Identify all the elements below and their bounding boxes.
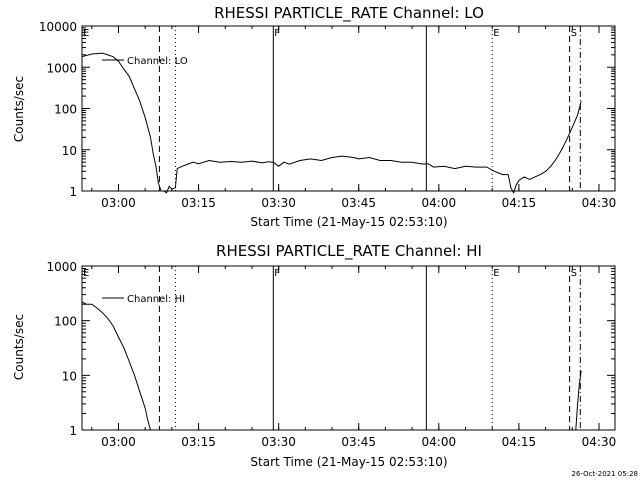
hi-legend: Channel: HI	[102, 294, 185, 305]
hi-y-tick-label: 1000	[46, 260, 77, 274]
hi-series-line-2	[575, 370, 582, 431]
lo-marker-label: F	[274, 28, 280, 39]
lo-x-tick-label: 03:00	[101, 196, 136, 210]
lo-y-tick-label: 10000	[39, 20, 77, 34]
hi-x-tick-label: 03:45	[341, 435, 376, 449]
hi-x-tick-label: 03:30	[261, 435, 296, 449]
lo-x-axis-label: Start Time (21-May-15 02:53:10)	[250, 215, 447, 229]
hi-chart-title: RHESSI PARTICLE_RATE Channel: HI	[216, 242, 482, 261]
lo-chart-title: RHESSI PARTICLE_RATE Channel: LO	[214, 4, 484, 23]
hi-x-axis-label: Start Time (21-May-15 02:53:10)	[250, 455, 447, 469]
lo-marker-label: E	[83, 28, 89, 39]
hi-marker-label: E	[493, 268, 499, 279]
lo-series-line	[81, 52, 582, 195]
timestamp: 26-Oct-2021 05:28	[572, 470, 638, 478]
hi-series-line-1	[81, 301, 151, 431]
lo-y-tick-label: 1	[69, 185, 77, 199]
lo-y-axis-label: Counts/sec	[12, 76, 26, 142]
hi-x-tick-label: 04:00	[422, 435, 457, 449]
lo-x-tick-label: 04:15	[502, 196, 537, 210]
lo-legend-label: Channel: LO	[127, 56, 188, 67]
hi-y-axis-label: Counts/sec	[12, 314, 26, 380]
lo-x-tick-label: 03:30	[261, 196, 296, 210]
hi-x-tick-label: 04:30	[582, 435, 617, 449]
hi-marker-label: S	[571, 268, 577, 279]
lo-x-tick-label: 04:30	[582, 196, 617, 210]
lo-y-tick-label: 100	[54, 103, 77, 117]
hi-x-tick-label: 03:15	[181, 435, 216, 449]
lo-x-tick-label: 03:45	[341, 196, 376, 210]
hi-y-tick-label: 10	[62, 369, 77, 383]
lo-y-tick-label: 10	[62, 144, 77, 158]
lo-x-tick-label: 04:00	[422, 196, 457, 210]
hi-y-tick-label: 1	[69, 424, 77, 438]
hi-marker-label: E	[83, 268, 89, 279]
hi-y-tick-label: 100	[54, 315, 77, 329]
hi-marker-label: F	[274, 268, 280, 279]
lo-y-tick-label: 1000	[46, 61, 77, 75]
hi-x-tick-label: 03:00	[101, 435, 136, 449]
lo-x-tick-label: 03:15	[181, 196, 216, 210]
lo-marker-label: S	[571, 28, 577, 39]
hi-x-tick-label: 04:15	[502, 435, 537, 449]
lo-legend: Channel: LO	[102, 56, 188, 67]
lo-marker-label: E	[493, 28, 499, 39]
hi-legend-label: Channel: HI	[127, 294, 185, 305]
